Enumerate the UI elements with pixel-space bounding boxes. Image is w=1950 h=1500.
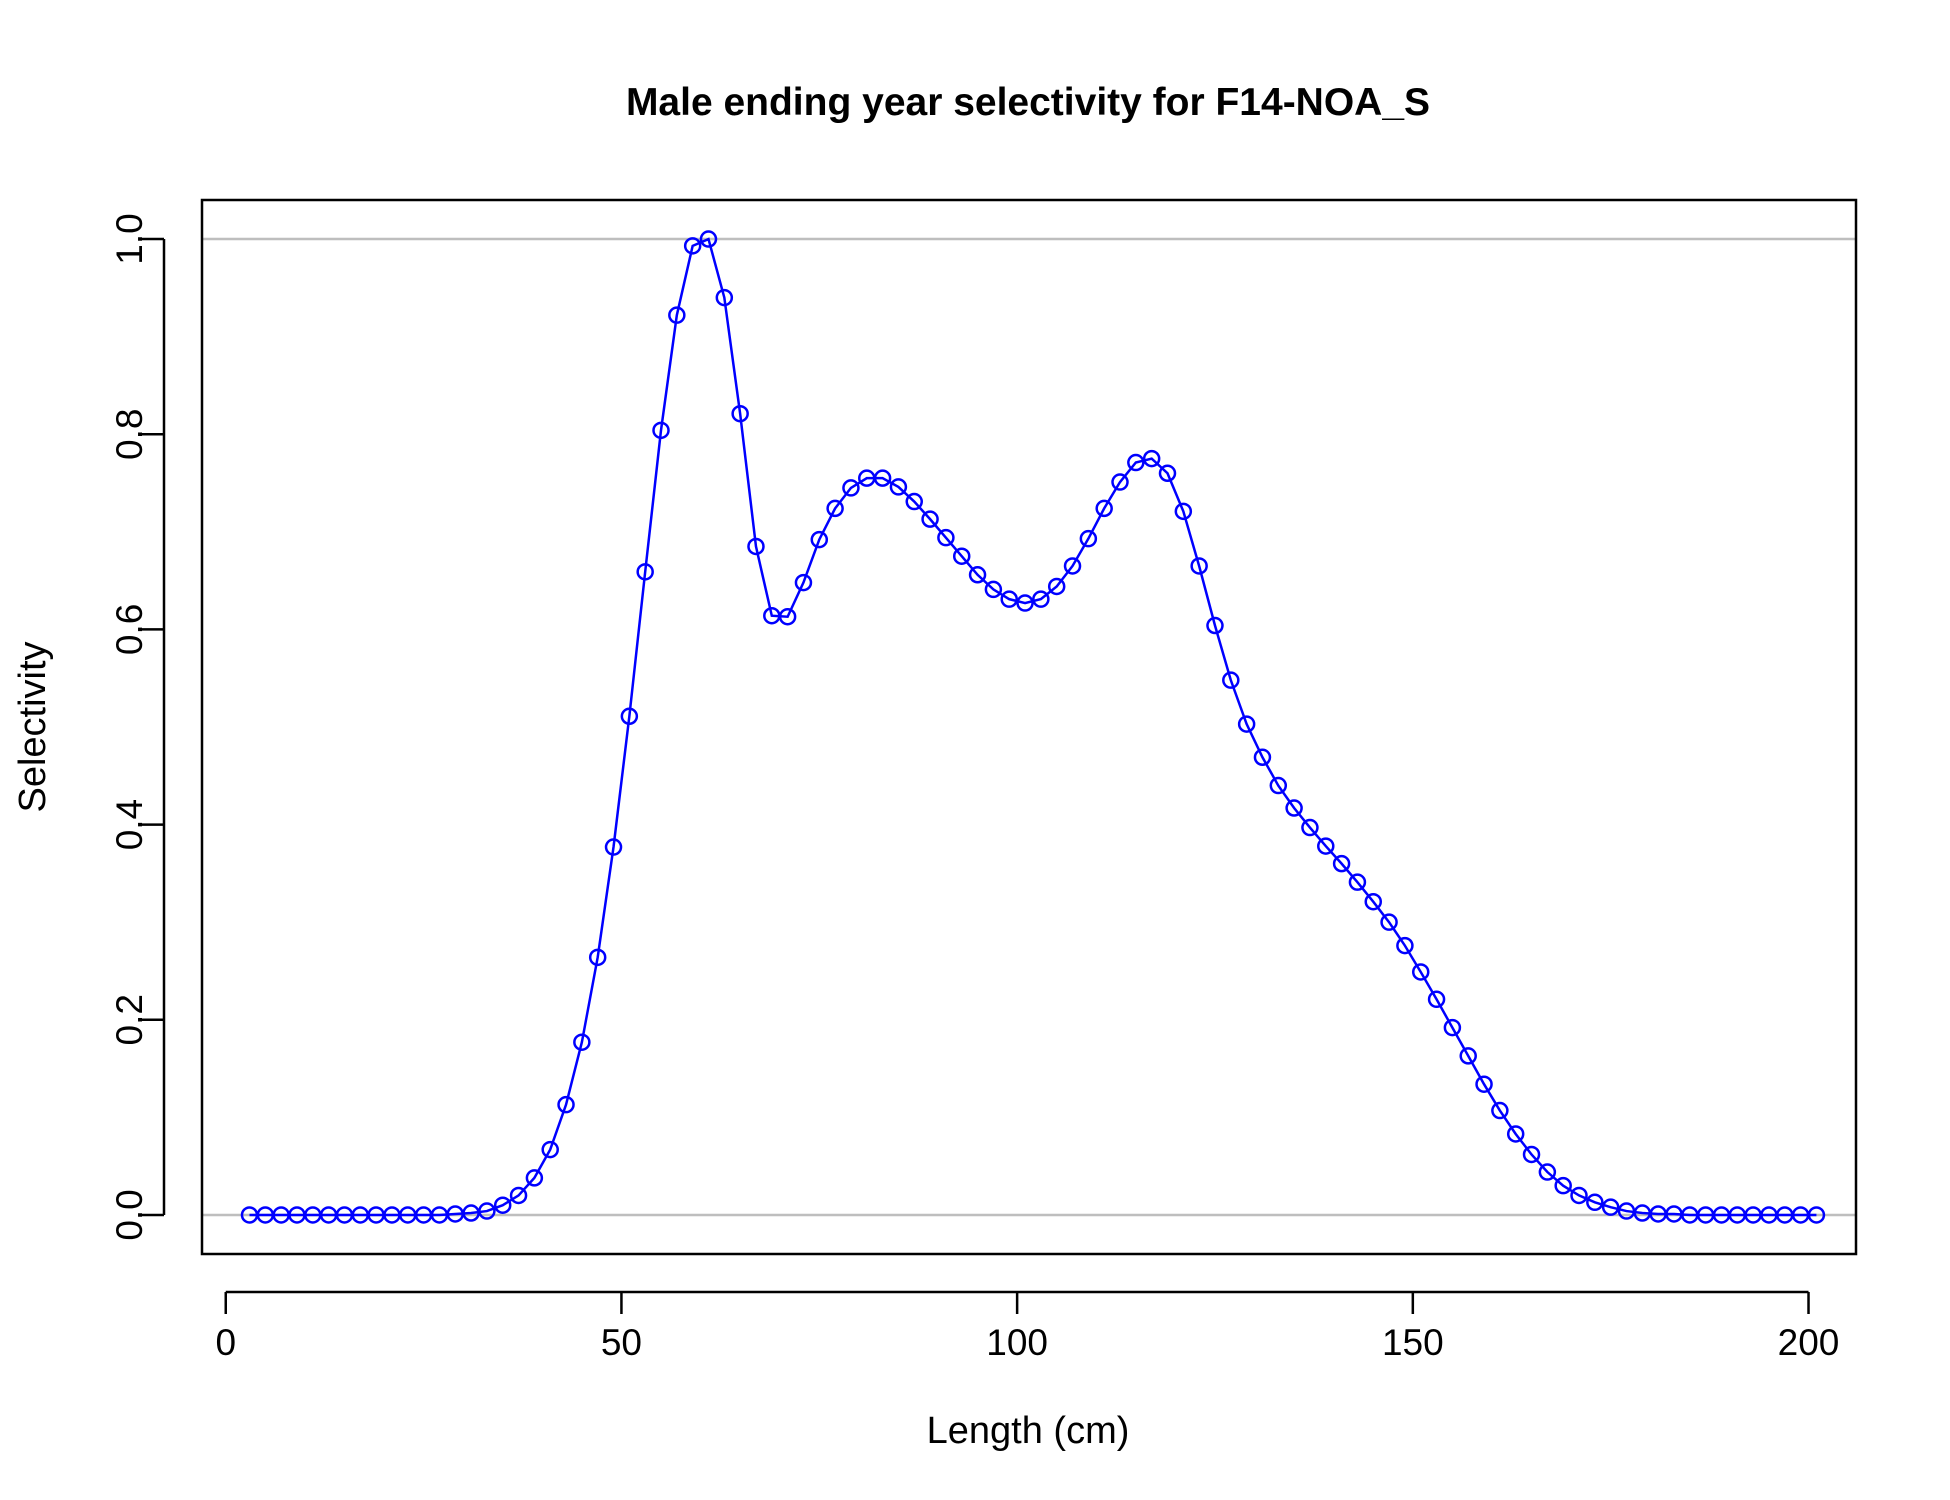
x-tick-label: 50 <box>601 1322 642 1363</box>
data-point <box>937 528 955 547</box>
data-point <box>478 1202 496 1220</box>
y-tick-label: 0.4 <box>109 799 150 850</box>
data-point <box>509 1186 528 1205</box>
data-point <box>1506 1125 1525 1143</box>
data-point <box>588 948 607 967</box>
data-point <box>1301 818 1319 837</box>
data-point <box>1332 854 1351 873</box>
data-point <box>873 469 892 487</box>
data-point <box>1807 1206 1826 1224</box>
data-point <box>493 1196 512 1214</box>
data-point <box>1586 1193 1604 1212</box>
y-tick-label: 1.0 <box>109 213 150 264</box>
data-point <box>1016 594 1034 612</box>
data-point <box>1396 936 1414 955</box>
y-tick-label: 0.0 <box>109 1189 150 1240</box>
data-point <box>905 492 923 511</box>
y-axis-label: Selectivity <box>12 641 54 812</box>
data-point <box>1032 590 1050 608</box>
y-axis: 0.0 0.2 0.4 0.6 0.8 1.0 <box>109 213 166 1241</box>
data-point <box>1364 892 1383 911</box>
data-point <box>1237 715 1256 733</box>
data-point <box>921 510 939 528</box>
data-point <box>968 566 987 584</box>
data-point <box>1174 502 1193 521</box>
data-point <box>826 499 844 518</box>
reference-lines <box>202 237 1856 1217</box>
data-point <box>1475 1075 1493 1093</box>
data-point <box>1095 499 1113 518</box>
data-point <box>747 537 765 556</box>
x-axis-label: Length (cm) <box>927 1410 1130 1452</box>
y-tick-label: 0.8 <box>109 409 150 460</box>
data-point <box>1459 1047 1477 1065</box>
data-point <box>1253 748 1272 767</box>
data-point <box>699 230 718 248</box>
data-point <box>1047 577 1066 596</box>
data-point <box>952 547 971 565</box>
data-point <box>1127 453 1145 472</box>
data-point <box>1570 1186 1588 1205</box>
y-tick-label: 0.6 <box>109 604 150 655</box>
data-point <box>1111 473 1129 491</box>
data-point <box>715 288 734 307</box>
data-point <box>652 421 670 440</box>
data-point <box>636 563 654 581</box>
data-point <box>778 607 797 626</box>
data-point <box>1427 990 1446 1009</box>
plot-frame <box>200 198 1858 1256</box>
data-point <box>1063 557 1082 575</box>
data-point <box>1079 529 1098 548</box>
data-point <box>1222 671 1240 689</box>
series-line <box>249 237 1817 1217</box>
data-point <box>842 479 860 497</box>
data-point <box>1491 1101 1509 1120</box>
x-axis: 0 50 100 150 200 <box>215 1290 1840 1363</box>
data-point <box>683 237 702 255</box>
data-point <box>1348 873 1367 891</box>
x-tick-label: 200 <box>1778 1322 1840 1363</box>
data-point <box>889 478 908 496</box>
data-point <box>604 838 623 856</box>
data-point <box>1142 449 1161 468</box>
data-point <box>1522 1145 1541 1164</box>
data-point <box>1538 1163 1557 1181</box>
data-point <box>1000 590 1018 608</box>
data-point <box>984 580 1003 599</box>
data-point <box>810 530 829 549</box>
data-point <box>1269 776 1288 795</box>
y-tick-label: 0.2 <box>109 994 150 1045</box>
data-point <box>1411 963 1430 981</box>
data-point <box>1380 913 1398 931</box>
data-point <box>1158 464 1177 483</box>
data-point <box>557 1095 575 1114</box>
x-tick-label: 100 <box>986 1322 1048 1363</box>
data-point <box>1317 837 1335 855</box>
data-point <box>1601 1198 1620 1216</box>
data-point <box>794 573 813 592</box>
data-point <box>1443 1018 1462 1037</box>
series-layer <box>240 230 1826 1224</box>
chart-title: Male ending year selectivity for F14-NOA… <box>626 81 1430 124</box>
data-point <box>731 404 749 423</box>
data-point <box>1206 616 1224 635</box>
data-point <box>1285 799 1303 817</box>
data-point <box>620 707 639 726</box>
x-tick-label: 150 <box>1382 1322 1444 1363</box>
data-point <box>541 1140 559 1159</box>
x-tick-label: 0 <box>215 1322 236 1363</box>
data-point <box>525 1169 544 1187</box>
data-point <box>1554 1176 1572 1195</box>
data-point <box>668 306 686 324</box>
data-point <box>1190 557 1208 575</box>
data-point <box>573 1033 591 1051</box>
